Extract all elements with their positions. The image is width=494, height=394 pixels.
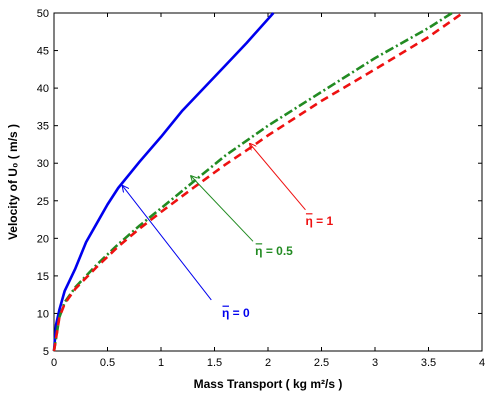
y-tick-label: 20: [37, 233, 49, 245]
x-tick-label: 0.5: [100, 357, 115, 369]
annotation-label-1: η = 0.5: [255, 244, 293, 258]
y-tick-label: 50: [37, 8, 49, 20]
x-axis-label: Mass Transport ( kg m²/s ): [194, 377, 343, 391]
y-tick-label: 15: [37, 271, 49, 283]
x-tick-label: 1: [158, 357, 164, 369]
annotation-arrow-1: [191, 176, 254, 242]
annotation-label-0: η = 0: [222, 306, 250, 320]
series-line-2: [52, 11, 464, 352]
y-tick-label: 40: [37, 83, 49, 95]
annotation-layer: η = 0 η = 0.5 η = 1: [122, 144, 333, 320]
x-tick-label: 2.5: [314, 357, 329, 369]
x-axis: 0 0.5 1 1.5 2 2.5 3 3.5 4: [51, 13, 485, 369]
x-tick-label: 2: [265, 357, 271, 369]
annotation-arrow-0: [122, 186, 212, 301]
y-tick-label: 30: [37, 158, 49, 170]
y-axis: 5 10 15 20 25 30 35 40 45 50: [37, 8, 482, 358]
x-tick-label: 4: [479, 357, 485, 369]
y-tick-label: 10: [37, 308, 49, 320]
x-tick-label: 1.5: [207, 357, 222, 369]
annotation-label-2: η = 1: [305, 214, 333, 228]
y-tick-label: 5: [43, 346, 49, 358]
y-axis-label: Velocity of U₀ ( m/s ): [6, 124, 20, 240]
series-layer: [52, 11, 464, 352]
x-tick-label: 0: [51, 357, 57, 369]
y-tick-label: 25: [37, 196, 49, 208]
y-tick-label: 45: [37, 46, 49, 58]
series-line-0: [52, 12, 275, 352]
x-tick-label: 3.5: [421, 357, 436, 369]
x-tick-label: 3: [372, 357, 378, 369]
y-tick-label: 35: [37, 121, 49, 133]
annotation-arrow-2: [250, 144, 306, 211]
plot-area: [53, 12, 483, 352]
